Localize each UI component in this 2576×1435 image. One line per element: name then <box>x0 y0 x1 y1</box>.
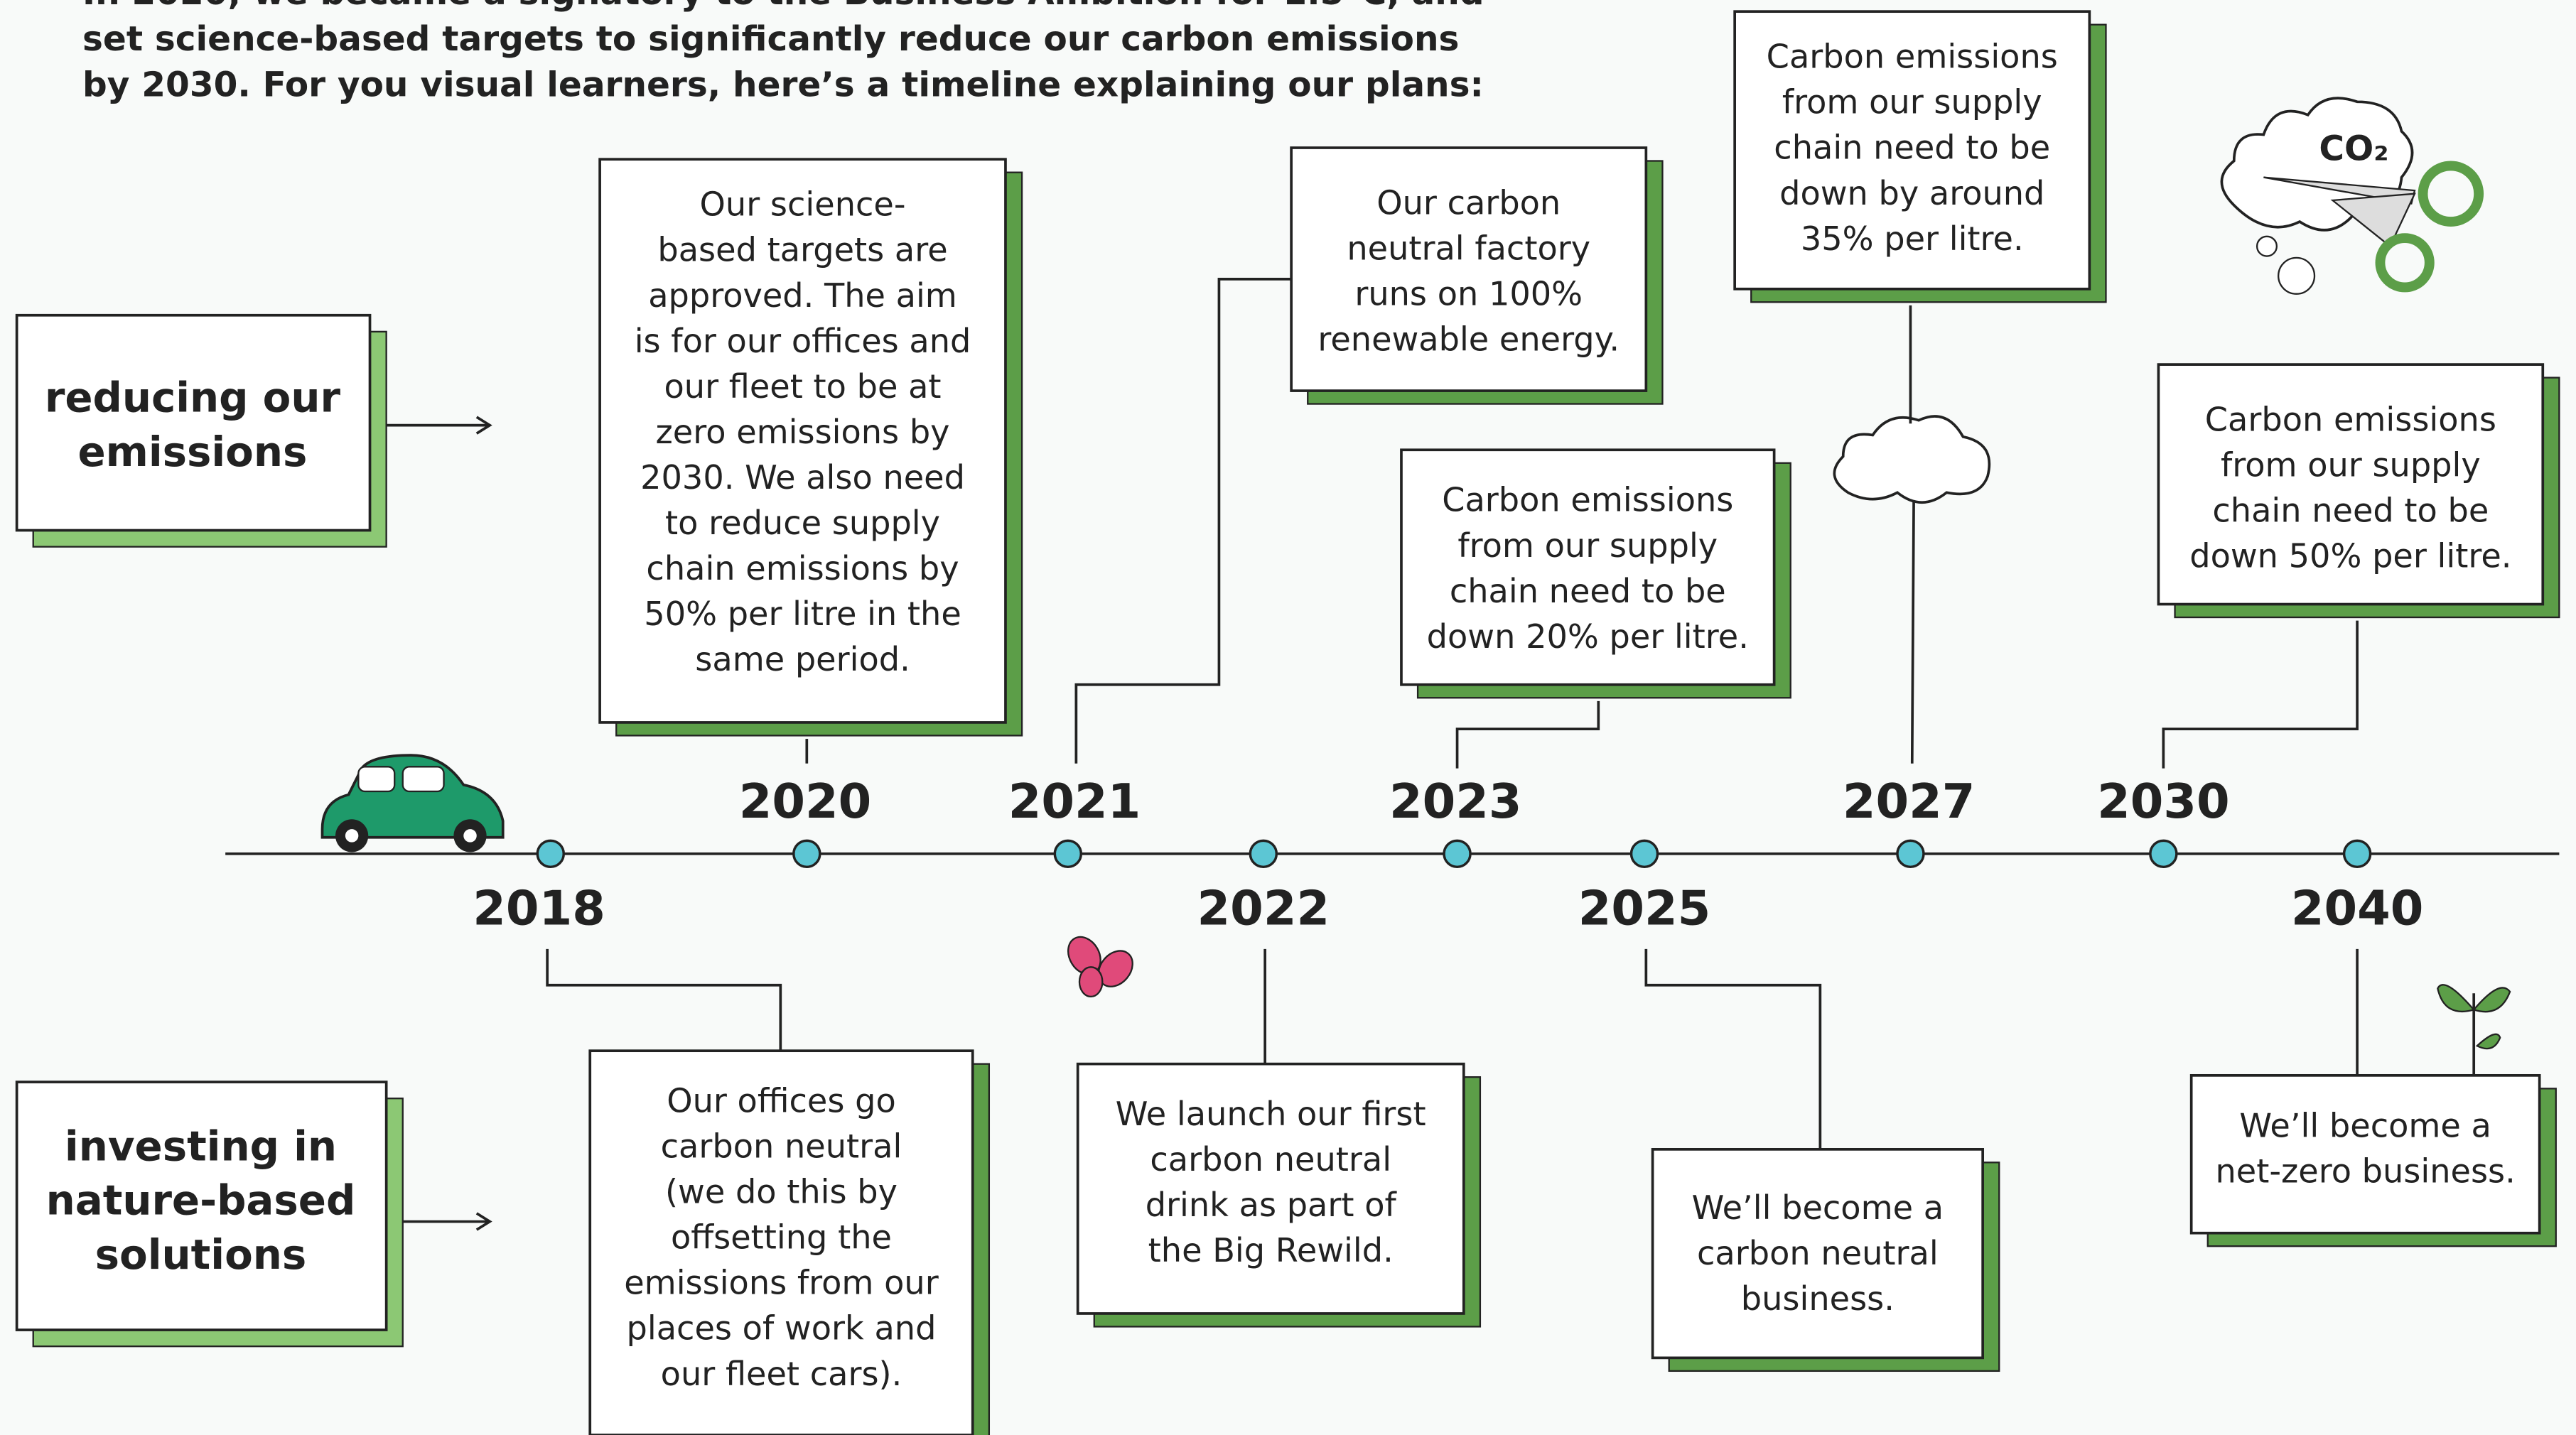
event-text: 35% per litre. <box>1801 220 2024 258</box>
event-text: runs on 100% <box>1354 274 1583 313</box>
event-text: drink as part of <box>1146 1186 1398 1224</box>
event-text: the Big Rewild. <box>1148 1231 1394 1269</box>
timeline-dot <box>1444 840 1470 867</box>
event-text: chain emissions by <box>646 549 959 587</box>
event-text: 2030. We also need <box>640 458 965 497</box>
timeline-infographic: In 2020, we became a signatory to the Bu… <box>0 0 2576 1435</box>
timeline-dot <box>794 840 820 867</box>
event-text: Our carbon <box>1376 183 1561 222</box>
event-text: down 50% per litre. <box>2189 537 2511 575</box>
event-text: business. <box>1741 1279 1895 1318</box>
event-text: Carbon emissions <box>1442 481 1733 519</box>
event-text: carbon neutral <box>661 1127 902 1166</box>
year-label: 2030 <box>2097 774 2230 829</box>
event-text: from our supply <box>1782 83 2042 121</box>
timeline-dot <box>1055 840 1081 867</box>
co2-label: CO₂ <box>2319 129 2388 169</box>
intro-line: set science-based targets to significant… <box>82 19 1459 59</box>
year-label: 2021 <box>1008 774 1141 829</box>
timeline-dot <box>1632 840 1658 867</box>
event-text: 50% per litre in the <box>644 595 961 633</box>
event-text: from our supply <box>2221 446 2481 484</box>
timeline-dot <box>2150 840 2177 867</box>
event-text: based targets are <box>657 231 947 269</box>
event-text: Carbon emissions <box>2205 400 2496 438</box>
event-text: from our supply <box>1457 526 1718 565</box>
event-text: down by around <box>1779 174 2044 212</box>
event-text: chain need to be <box>1450 572 1726 610</box>
event-text: down 20% per litre. <box>1427 617 1749 656</box>
event-text: to reduce supply <box>665 504 940 542</box>
year-label: 2027 <box>1843 774 1976 829</box>
year-label: 2018 <box>473 880 605 936</box>
event-text: places of work and <box>627 1309 937 1348</box>
intro-line: In 2020, we became a signatory to the Bu… <box>82 0 1484 13</box>
event-text: We’ll become a <box>1692 1188 1944 1227</box>
event-text: chain need to be <box>2212 492 2489 530</box>
timeline-dot <box>1250 840 1276 867</box>
event-text: zero emissions by <box>656 413 950 451</box>
year-label: 2040 <box>2291 880 2424 936</box>
event-text: our fleet to be at <box>664 367 942 406</box>
theme-label: reducing our <box>45 374 341 422</box>
theme-label: investing in <box>65 1122 337 1170</box>
page: In 2020, we became a signatory to the Bu… <box>0 0 2576 1435</box>
event-text: carbon neutral <box>1697 1234 1939 1272</box>
event-text: same period. <box>695 640 910 678</box>
timeline-dot <box>2344 840 2371 867</box>
event-text: We launch our first <box>1116 1095 1426 1133</box>
theme-box <box>17 315 370 531</box>
event-text: is for our offices and <box>635 322 971 360</box>
year-label: 2023 <box>1389 774 1522 829</box>
event-text: offsetting the <box>671 1218 892 1257</box>
event-text: emissions from our <box>624 1264 938 1302</box>
year-label: 2020 <box>739 774 872 829</box>
event-text: We’ll become a <box>2239 1106 2491 1144</box>
year-label: 2022 <box>1197 880 1330 936</box>
theme-label: solutions <box>95 1230 307 1279</box>
event-text: our fleet cars). <box>661 1355 902 1393</box>
event-text: carbon neutral <box>1150 1140 1391 1179</box>
event-text: Carbon emissions <box>1767 38 2058 76</box>
timeline-dot <box>1897 840 1924 867</box>
event-text: Our offices go <box>667 1082 896 1120</box>
year-label: 2025 <box>1578 880 1711 936</box>
event-text: approved. The aim <box>648 276 957 315</box>
intro-line: by 2030. For you visual learners, here’s… <box>82 65 1484 104</box>
event-text: renewable energy. <box>1317 320 1620 358</box>
timeline-dot <box>537 840 564 867</box>
event-text: net-zero business. <box>2215 1152 2515 1190</box>
theme-label: nature-based <box>46 1176 356 1225</box>
event-text: chain need to be <box>1774 129 2050 167</box>
event-text: (we do this by <box>665 1173 898 1211</box>
theme-label: emissions <box>77 428 307 476</box>
event-text: Our science- <box>700 185 906 224</box>
event-text: neutral factory <box>1347 229 1590 267</box>
